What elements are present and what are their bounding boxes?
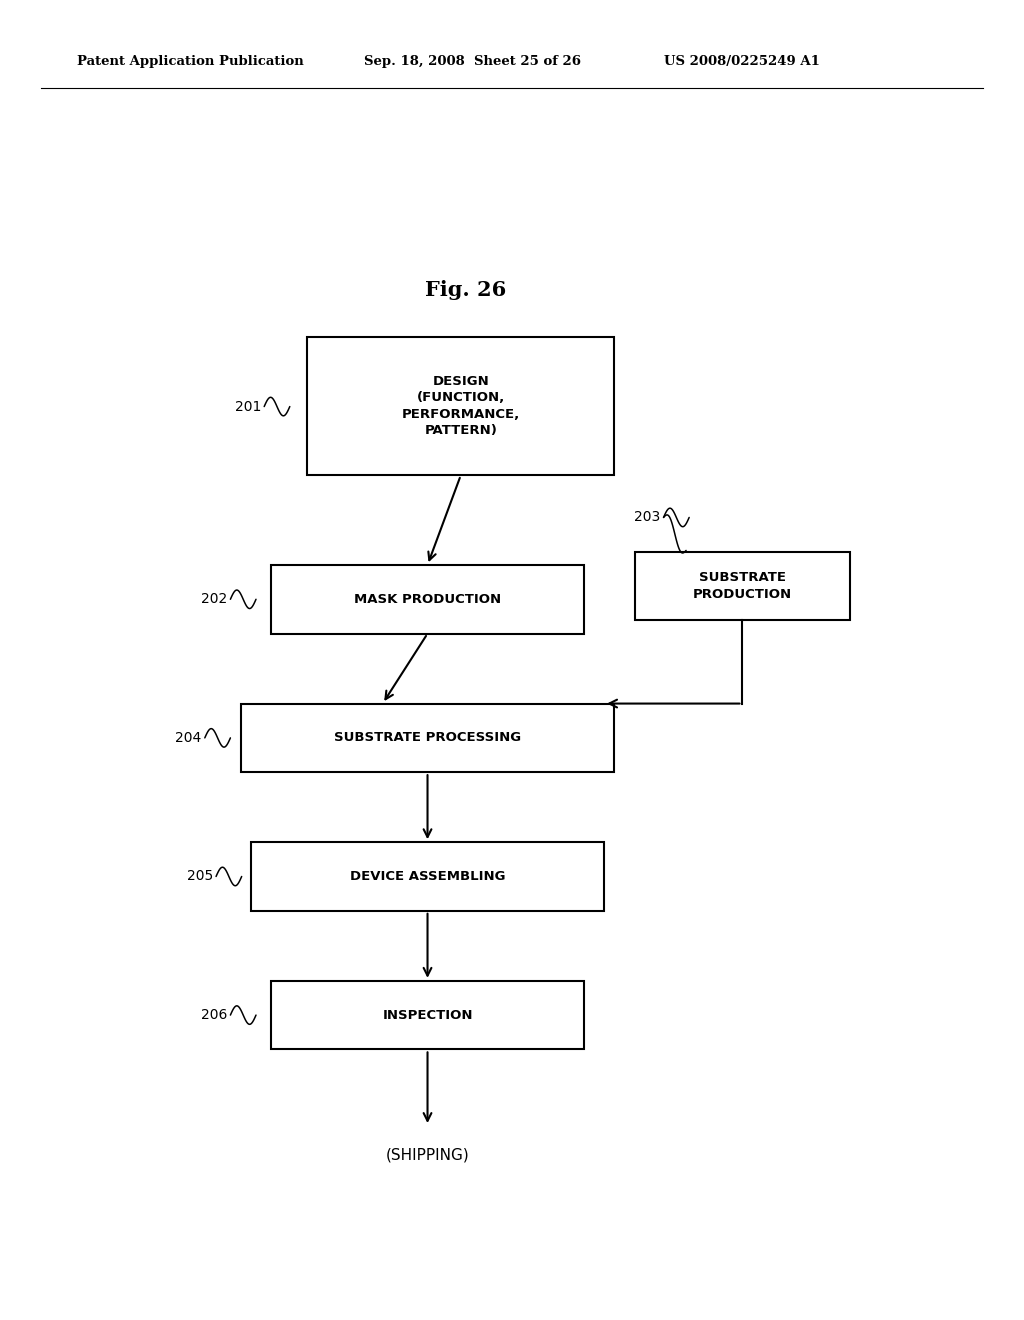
Text: 205: 205 (186, 870, 213, 883)
Text: US 2008/0225249 A1: US 2008/0225249 A1 (664, 55, 819, 69)
FancyBboxPatch shape (307, 337, 614, 475)
Text: SUBSTRATE
PRODUCTION: SUBSTRATE PRODUCTION (693, 572, 792, 601)
Text: DESIGN
(FUNCTION,
PERFORMANCE,
PATTERN): DESIGN (FUNCTION, PERFORMANCE, PATTERN) (401, 375, 520, 437)
Text: Sep. 18, 2008  Sheet 25 of 26: Sep. 18, 2008 Sheet 25 of 26 (364, 55, 581, 69)
Text: 201: 201 (234, 400, 261, 413)
Text: Fig. 26: Fig. 26 (425, 280, 507, 301)
Text: Patent Application Publication: Patent Application Publication (77, 55, 303, 69)
Text: 206: 206 (201, 1008, 227, 1022)
FancyBboxPatch shape (251, 842, 604, 911)
Text: DEVICE ASSEMBLING: DEVICE ASSEMBLING (350, 870, 505, 883)
Text: MASK PRODUCTION: MASK PRODUCTION (354, 593, 501, 606)
FancyBboxPatch shape (635, 552, 850, 620)
FancyBboxPatch shape (271, 565, 584, 634)
Text: 204: 204 (175, 731, 202, 744)
Text: SUBSTRATE PROCESSING: SUBSTRATE PROCESSING (334, 731, 521, 744)
FancyBboxPatch shape (241, 704, 614, 772)
Text: 202: 202 (201, 593, 227, 606)
Text: 203: 203 (634, 511, 660, 524)
Text: INSPECTION: INSPECTION (382, 1008, 473, 1022)
FancyBboxPatch shape (271, 981, 584, 1049)
Text: (SHIPPING): (SHIPPING) (386, 1147, 470, 1163)
